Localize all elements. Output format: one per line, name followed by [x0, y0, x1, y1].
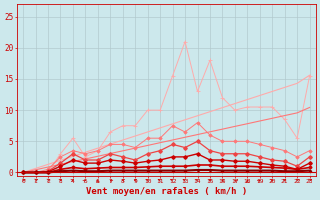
X-axis label: Vent moyen/en rafales ( km/h ): Vent moyen/en rafales ( km/h ): [86, 187, 247, 196]
